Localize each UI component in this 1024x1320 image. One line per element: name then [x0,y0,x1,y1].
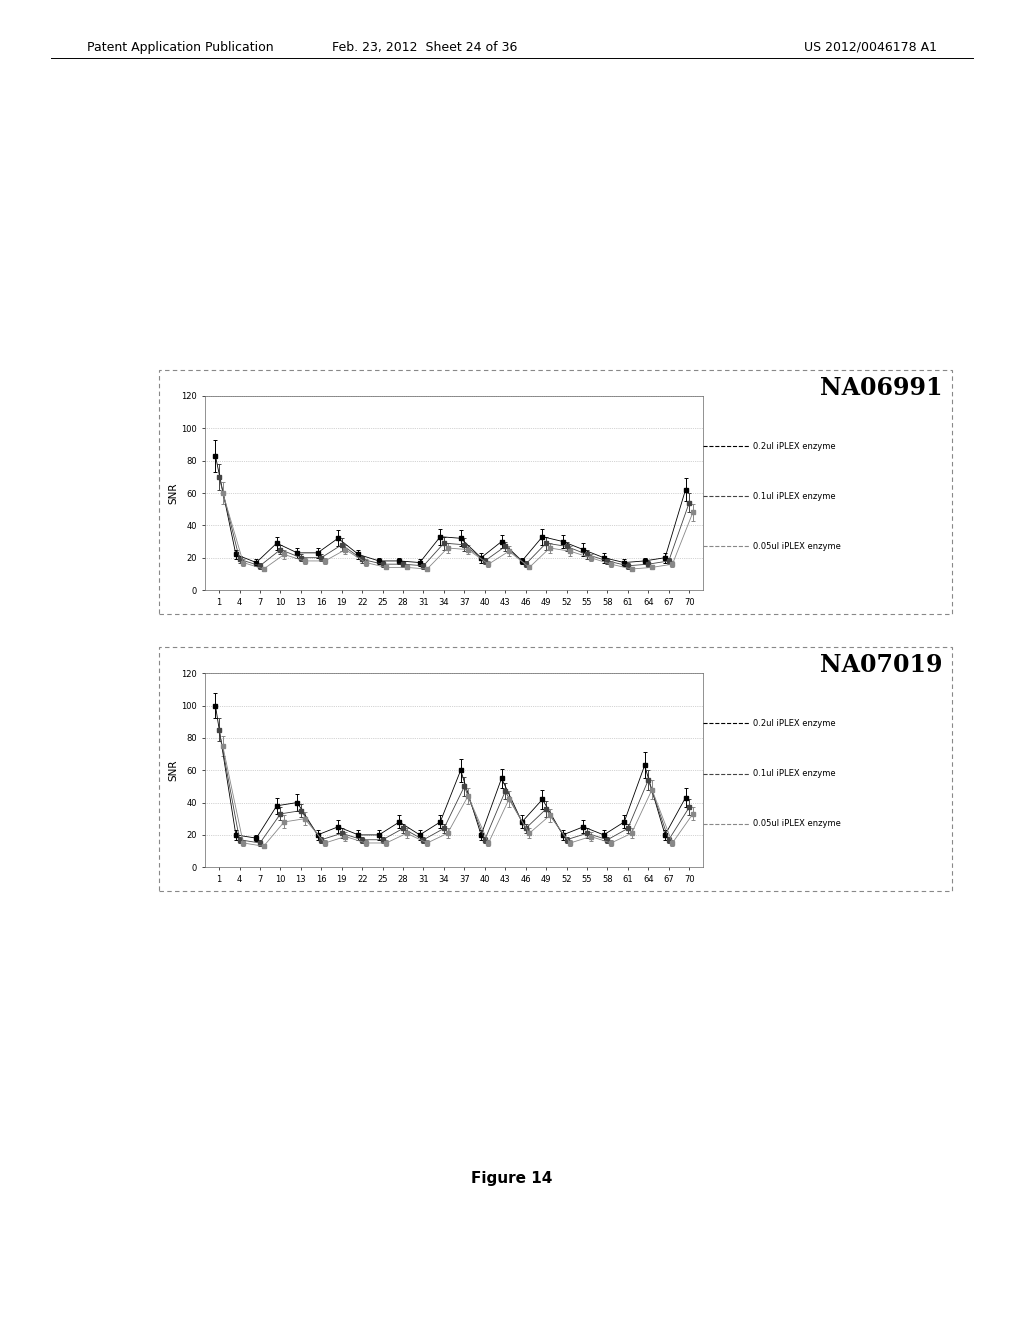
Text: Figure 14: Figure 14 [471,1171,553,1187]
Text: NA07019: NA07019 [819,653,942,677]
Text: Feb. 23, 2012  Sheet 24 of 36: Feb. 23, 2012 Sheet 24 of 36 [332,41,518,54]
Text: 0.2ul iPLEX enzyme: 0.2ul iPLEX enzyme [753,719,836,727]
Text: 0.05ul iPLEX enzyme: 0.05ul iPLEX enzyme [753,820,841,828]
Text: Patent Application Publication: Patent Application Publication [87,41,273,54]
Text: 0.2ul iPLEX enzyme: 0.2ul iPLEX enzyme [753,442,836,450]
Text: 0.05ul iPLEX enzyme: 0.05ul iPLEX enzyme [753,543,841,550]
Text: 0.1ul iPLEX enzyme: 0.1ul iPLEX enzyme [753,770,836,777]
Y-axis label: SNR: SNR [169,482,178,504]
Text: US 2012/0046178 A1: US 2012/0046178 A1 [804,41,937,54]
Y-axis label: SNR: SNR [169,759,178,781]
Text: NA06991: NA06991 [819,376,942,400]
Text: 0.1ul iPLEX enzyme: 0.1ul iPLEX enzyme [753,492,836,500]
